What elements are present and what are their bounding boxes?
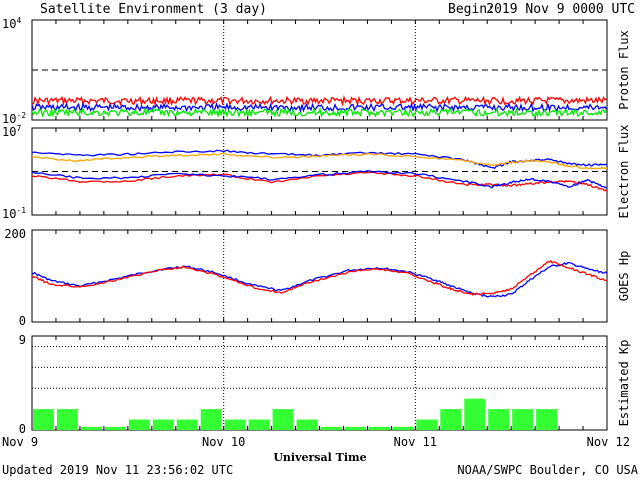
kp-bar (200, 409, 222, 430)
kp-bar (512, 409, 534, 430)
series-line-blue (31, 149, 608, 170)
panel-ylabel: Proton Flux (617, 30, 631, 109)
kp-bar (272, 409, 294, 430)
begin-label: Begin: (448, 2, 495, 17)
kp-bar (416, 419, 438, 430)
series-line-orange (31, 152, 608, 170)
kp-bar (248, 419, 270, 430)
x-tick-label: Nov 12 (587, 435, 630, 449)
series-line-blue (31, 170, 608, 189)
y-tick-label: 10-2 (2, 111, 26, 126)
series-line-red (31, 259, 608, 296)
y-tick-label: 9 (19, 333, 26, 347)
kp-bar (344, 426, 366, 430)
kp-bar (128, 419, 150, 430)
y-tick-label: 107 (2, 124, 21, 139)
kp-bar (296, 419, 318, 430)
kp-bar (56, 409, 78, 430)
x-tick-label: Nov 11 (394, 435, 437, 449)
panel-ylabel: Electron Flux (617, 125, 631, 219)
panel-frame (31, 127, 608, 216)
y-tick-label: 0 (19, 314, 26, 328)
y-tick-label: 0 (19, 422, 26, 436)
kp-bar (176, 419, 198, 430)
panel-ylabel: Estimated Kp (617, 340, 631, 427)
kp-bar (464, 398, 486, 430)
kp-bar (368, 426, 390, 430)
x-axis-label: Universal Time (273, 451, 366, 464)
credit-text: NOAA/SWPC Boulder, CO USA (457, 463, 638, 477)
kp-bar (440, 409, 462, 430)
y-tick-label: 200 (4, 227, 26, 241)
panel-goes-hp: 200 0 GOES Hp (4, 227, 631, 328)
begin-value: 2019 Nov 9 0000 UTC (486, 2, 635, 17)
kp-bar (152, 419, 174, 430)
kp-bar (392, 426, 414, 430)
kp-bar (320, 426, 342, 430)
kp-bar (33, 409, 54, 430)
series-line-blue (31, 101, 608, 114)
kp-bar (488, 409, 510, 430)
panel-frame (31, 229, 608, 323)
series-line-red (31, 94, 607, 107)
panel-proton-flux: 104 10-2 Proton Flux (2, 16, 631, 126)
x-axis: Nov 9 Nov 10 Nov 11 Nov 12 (2, 435, 630, 449)
kp-bar (224, 419, 246, 430)
x-tick-label: Nov 10 (202, 435, 245, 449)
panel-estimated-kp: 9 0 Estimated Kp (19, 333, 631, 436)
series-line-green (31, 106, 607, 119)
kp-bar (104, 426, 126, 430)
kp-bar (80, 426, 102, 430)
chart-title: Satellite Environment (3 day) (40, 2, 267, 17)
kp-bar (536, 409, 558, 430)
panel-electron-flux: 107 10-1 Electron Flux (2, 124, 631, 221)
x-tick-label: Nov 9 (2, 435, 38, 449)
y-tick-label: 104 (2, 16, 21, 31)
updated-timestamp: Updated 2019 Nov 11 23:56:02 UTC (2, 463, 233, 477)
panel-ylabel: GOES Hp (617, 251, 631, 302)
y-tick-label: 10-1 (2, 206, 26, 221)
series-line-red (31, 171, 608, 192)
